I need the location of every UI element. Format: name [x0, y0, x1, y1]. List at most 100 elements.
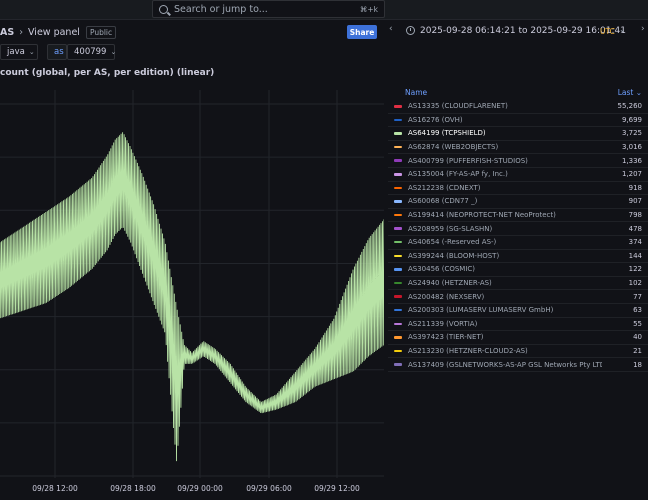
legend-rows: AS13335 (CLOUDFLARENET) 55,260 AS16276 (OV… [388, 100, 648, 372]
series-color-swatch [394, 186, 402, 190]
series-color-swatch [394, 159, 402, 162]
legend-item-name: AS62874 (WEB2OBJECTS) [408, 143, 499, 152]
legend-item-name: AS200303 (LUMASERV LUMASERV GmbH) [408, 306, 554, 315]
legend-item-last: 374 [628, 238, 642, 247]
legend-item[interactable]: AS62874 (WEB2OBJECTS) 3,016 [388, 141, 648, 155]
share-button[interactable]: Share [347, 25, 377, 39]
legend-item[interactable]: AS399244 (BLOOM-HOST) 144 [388, 250, 648, 264]
legend-col-name[interactable]: Name [405, 88, 428, 97]
legend-item[interactable]: AS211339 (VORTIA) 55 [388, 318, 648, 332]
legend-item-last: 1,336 [621, 156, 642, 165]
legend-item-last: 102 [628, 279, 642, 288]
legend-item-name: AS199414 (NEOPROTECT-NET NeoProtect) [408, 211, 556, 220]
legend-item-last: 122 [628, 265, 642, 274]
legend-item-name: AS400799 (PUFFERFISH-STUDIOS) [408, 156, 528, 165]
legend-item-name: AS212238 (CDNEXT) [408, 183, 481, 192]
time-forward-button[interactable]: › [641, 24, 645, 34]
series-color-swatch [394, 349, 402, 353]
variable-select-as[interactable]: 400799 ⌄ [67, 44, 116, 60]
page-header: AS › View panel Public Share ‹ 2025-09-2… [0, 20, 648, 44]
series-color-swatch [394, 227, 402, 230]
search-bar[interactable]: Search or jump to... ⌘+k [152, 0, 385, 18]
legend-item[interactable]: AS24940 (HETZNER-AS) 102 [388, 277, 648, 291]
legend-header: Name Last ⌄ [388, 88, 648, 100]
legend-item-last: 144 [628, 251, 642, 260]
series-color-swatch [394, 254, 402, 258]
time-range-picker[interactable]: 2025-09-28 06:14:21 to 2025-09-29 16:01:… [420, 26, 626, 36]
legend-item[interactable]: AS400799 (PUFFERFISH-STUDIOS) 1,336 [388, 154, 648, 168]
legend-item-last: 63 [633, 306, 642, 315]
series-color-swatch [394, 105, 402, 108]
variable-value: 400799 [74, 47, 107, 57]
breadcrumb-separator: › [19, 26, 24, 38]
time-back-button[interactable]: ‹ [389, 24, 393, 34]
series-color-swatch [394, 240, 402, 244]
legend-item[interactable]: AS60068 (CDN77 _) 907 [388, 195, 648, 209]
legend-item-last: 918 [628, 183, 642, 192]
variable-value: java [7, 47, 25, 57]
legend-item[interactable]: AS135004 (FY-AS-AP fy, Inc.) 1,207 [388, 168, 648, 182]
series-line-as64199 [0, 132, 385, 462]
legend-item[interactable]: AS13335 (CLOUDFLARENET) 55,260 [388, 100, 648, 114]
timezone-label[interactable]: UTC [600, 27, 615, 36]
legend-item-last: 798 [628, 211, 642, 220]
legend-item[interactable]: AS137409 (GSLNETWORKS-AS-AP GSL Networks… [388, 358, 648, 372]
x-tick-label: 09/28 12:00 [32, 484, 78, 493]
legend-item-last: 9,699 [621, 115, 642, 124]
legend-item-last: 77 [633, 292, 642, 301]
chevron-down-icon[interactable]: ⌄ [619, 25, 626, 34]
chevron-down-icon: ⌄ [28, 48, 35, 56]
series-color-swatch [394, 145, 402, 149]
legend-item[interactable]: AS64199 (TCPSHIELD) 3,725 [388, 127, 648, 141]
legend-item-name: AS397423 (TIER-NET) [408, 333, 484, 342]
legend-item[interactable]: AS208959 (SG-SLASHN) 478 [388, 222, 648, 236]
series-color-swatch [394, 281, 402, 285]
series-color-swatch [394, 322, 402, 326]
legend-item[interactable]: AS40654 (-Reserved AS-) 374 [388, 236, 648, 250]
legend-item-name: AS64199 (TCPSHIELD) [408, 129, 486, 138]
timeseries-chart[interactable]: 09/28 12:00 09/28 18:00 09/29 00:00 09/29 0… [0, 86, 385, 500]
legend-item-last: 55,260 [617, 102, 643, 111]
series-color-swatch [394, 295, 402, 298]
legend-item-name: AS208959 (SG-SLASHN) [408, 224, 493, 233]
legend-item-name: AS60068 (CDN77 _) [408, 197, 478, 206]
series-color-swatch [394, 132, 402, 135]
chart-svg: 09/28 12:00 09/28 18:00 09/29 00:00 09/29 0… [0, 90, 385, 493]
legend-item-last: 55 [633, 319, 642, 328]
legend-item-last: 40 [633, 333, 642, 342]
top-bar: Search or jump to... ⌘+k [0, 0, 648, 20]
public-badge: Public [85, 25, 117, 39]
series-color-swatch [394, 308, 402, 312]
legend-item[interactable]: AS199414 (NEOPROTECT-NET NeoProtect) 798 [388, 209, 648, 223]
series-color-swatch [394, 336, 402, 339]
legend-item[interactable]: AS212238 (CDNEXT) 918 [388, 182, 648, 196]
legend-item[interactable]: AS397423 (TIER-NET) 40 [388, 331, 648, 345]
legend-item-name: AS213230 (HETZNER-CLOUD2-AS) [408, 346, 528, 355]
legend-col-last[interactable]: Last ⌄ [617, 88, 642, 97]
legend-item[interactable]: AS30456 (COSMIC) 122 [388, 263, 648, 277]
legend-item-name: AS30456 (COSMIC) [408, 265, 476, 274]
series-color-swatch [394, 118, 402, 122]
panel-title: count (global, per AS, per edition) (lin… [0, 68, 215, 78]
legend-item[interactable]: AS200482 (NEXSERV) 77 [388, 290, 648, 304]
legend-item[interactable]: AS16276 (OVH) 9,699 [388, 114, 648, 128]
legend-item-name: AS399244 (BLOOM-HOST) [408, 251, 500, 260]
search-shortcut: ⌘+k [359, 4, 378, 14]
legend-item-last: 18 [633, 360, 642, 369]
x-tick-label: 09/28 18:00 [110, 484, 156, 493]
x-tick-label: 09/29 06:00 [246, 484, 292, 493]
series-color-swatch [394, 268, 402, 271]
breadcrumb[interactable]: AS [0, 26, 15, 38]
legend-item-last: 478 [628, 224, 642, 233]
legend-item[interactable]: AS200303 (LUMASERV LUMASERV GmbH) 63 [388, 304, 648, 318]
series-color-swatch [394, 200, 402, 203]
legend-item[interactable]: AS213230 (HETZNER-CLOUD2-AS) 21 [388, 345, 648, 359]
search-icon [159, 4, 168, 14]
variable-label-as: as [47, 44, 67, 60]
variable-select-java[interactable]: java ⌄ [0, 44, 38, 60]
legend-item-name: AS24940 (HETZNER-AS) [408, 279, 492, 288]
legend-item-name: AS40654 (-Reserved AS-) [408, 238, 497, 247]
clock-icon [406, 26, 415, 35]
legend-item-last: 907 [628, 197, 642, 206]
legend-item-last: 3,016 [621, 143, 642, 152]
